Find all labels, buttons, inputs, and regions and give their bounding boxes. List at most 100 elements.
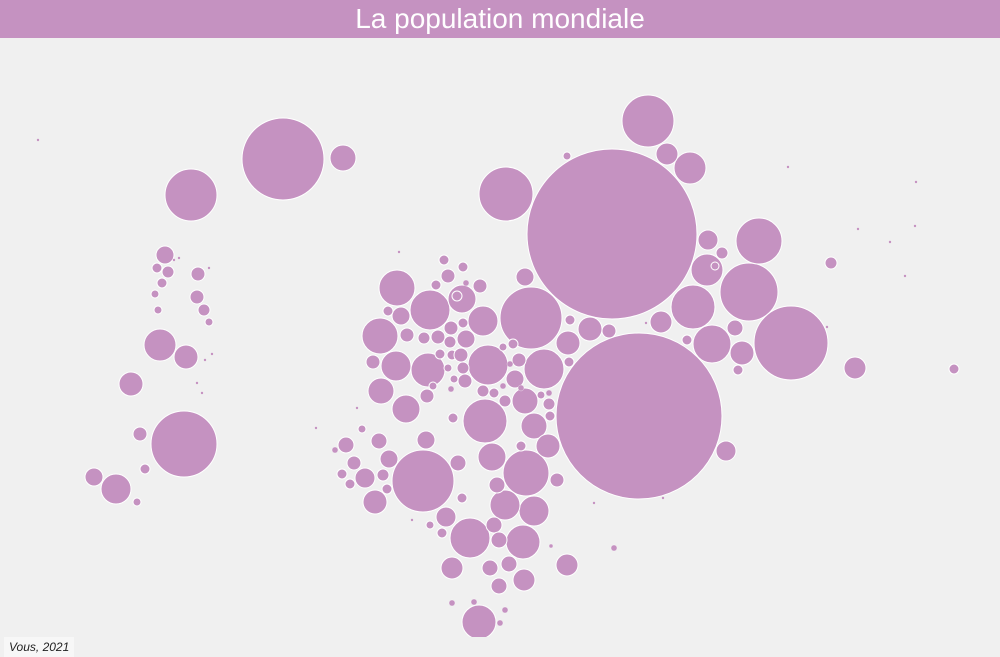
country-bubble[interactable] [397,250,401,254]
country-bubble[interactable] [644,321,648,325]
country-bubble[interactable] [462,398,508,444]
country-bubble[interactable] [443,363,453,373]
country-bubble[interactable] [948,363,960,375]
country-bubble[interactable] [462,279,470,287]
country-bubble[interactable] [544,410,556,422]
country-bubble[interactable] [621,94,675,148]
country-bubble[interactable] [477,442,507,472]
country-bubble[interactable] [499,286,563,350]
country-bubble[interactable] [545,389,553,397]
country-bubble[interactable] [440,268,456,284]
country-bubble[interactable] [732,364,744,376]
country-bubble[interactable] [430,329,446,345]
country-bubble[interactable] [719,262,779,322]
country-bubble[interactable] [447,385,455,393]
country-bubble[interactable] [913,224,917,228]
country-bubble[interactable] [690,253,724,287]
country-bubble[interactable] [753,305,829,381]
country-bubble[interactable] [151,262,163,274]
country-bubble[interactable] [190,266,206,282]
country-bubble[interactable] [150,289,160,299]
country-bubble[interactable] [786,165,790,169]
country-bubble[interactable] [331,446,339,454]
country-bubble[interactable] [843,356,867,380]
country-bubble[interactable] [661,496,665,500]
country-bubble[interactable] [132,497,142,507]
country-bubble[interactable] [435,506,457,528]
country-bubble[interactable] [485,516,503,534]
country-bubble[interactable] [132,426,148,442]
country-bubble[interactable] [729,340,755,366]
country-bubble[interactable] [153,305,163,315]
country-bubble[interactable] [512,568,536,592]
country-bubble[interactable] [526,148,698,320]
country-bubble[interactable] [409,289,451,331]
country-bubble[interactable] [161,265,175,279]
country-bubble[interactable] [548,543,554,549]
country-bubble[interactable] [434,348,446,360]
country-bubble[interactable] [449,517,491,559]
country-bubble[interactable] [173,344,199,370]
country-bubble[interactable] [488,387,500,399]
country-bubble[interactable] [139,463,151,475]
country-bubble[interactable] [824,256,838,270]
country-bubble[interactable] [207,266,211,270]
country-bubble[interactable] [562,151,572,161]
country-bubble[interactable] [715,440,737,462]
country-bubble[interactable] [535,433,561,459]
country-bubble[interactable] [726,319,744,337]
country-bubble[interactable] [380,350,412,382]
country-bubble[interactable] [189,289,205,305]
country-bubble[interactable] [448,599,456,607]
country-bubble[interactable] [391,394,421,424]
country-bubble[interactable] [329,144,357,172]
country-bubble[interactable] [715,246,729,260]
country-bubble[interactable] [355,406,359,410]
country-bubble[interactable] [502,449,550,497]
country-bubble[interactable] [655,142,679,166]
country-bubble[interactable] [673,151,707,185]
country-bubble[interactable] [336,468,348,480]
country-bubble[interactable] [555,330,581,356]
country-bubble[interactable] [177,256,181,260]
country-bubble[interactable] [488,476,506,494]
country-bubble[interactable] [100,473,132,505]
country-bubble[interactable] [84,467,104,487]
country-bubble[interactable] [361,317,399,355]
country-bubble[interactable] [370,432,388,450]
country-bubble[interactable] [536,390,546,400]
country-bubble[interactable] [511,352,527,368]
country-bubble[interactable] [443,335,457,349]
country-bubble[interactable] [197,303,211,317]
country-bubble[interactable] [382,305,394,317]
country-bubble[interactable] [410,518,414,522]
country-bubble[interactable] [156,277,168,289]
country-bubble[interactable] [203,358,207,362]
country-bubble[interactable] [314,426,318,430]
country-bubble[interactable] [610,544,618,552]
country-bubble[interactable] [735,217,783,265]
country-bubble[interactable] [490,577,508,595]
country-bubble[interactable] [563,356,575,368]
country-bubble[interactable] [592,501,596,505]
country-bubble[interactable] [498,342,508,352]
country-bubble[interactable] [428,381,438,391]
country-bubble[interactable] [489,489,521,521]
country-bubble[interactable] [888,240,892,244]
country-bubble[interactable] [505,369,525,389]
country-bubble[interactable] [564,314,576,326]
country-bubble[interactable] [456,492,468,504]
country-bubble[interactable] [710,261,720,271]
country-bubble[interactable] [447,412,459,424]
country-bubble[interactable] [856,227,860,231]
country-bubble[interactable] [210,352,214,356]
country-bubble[interactable] [164,168,218,222]
country-bubble[interactable] [456,329,476,349]
country-bubble[interactable] [354,467,376,489]
country-bubble[interactable] [456,361,470,375]
country-bubble[interactable] [577,316,603,342]
country-bubble[interactable] [903,274,907,278]
country-bubble[interactable] [457,261,469,273]
country-bubble[interactable] [376,468,390,482]
country-bubble[interactable] [914,180,918,184]
